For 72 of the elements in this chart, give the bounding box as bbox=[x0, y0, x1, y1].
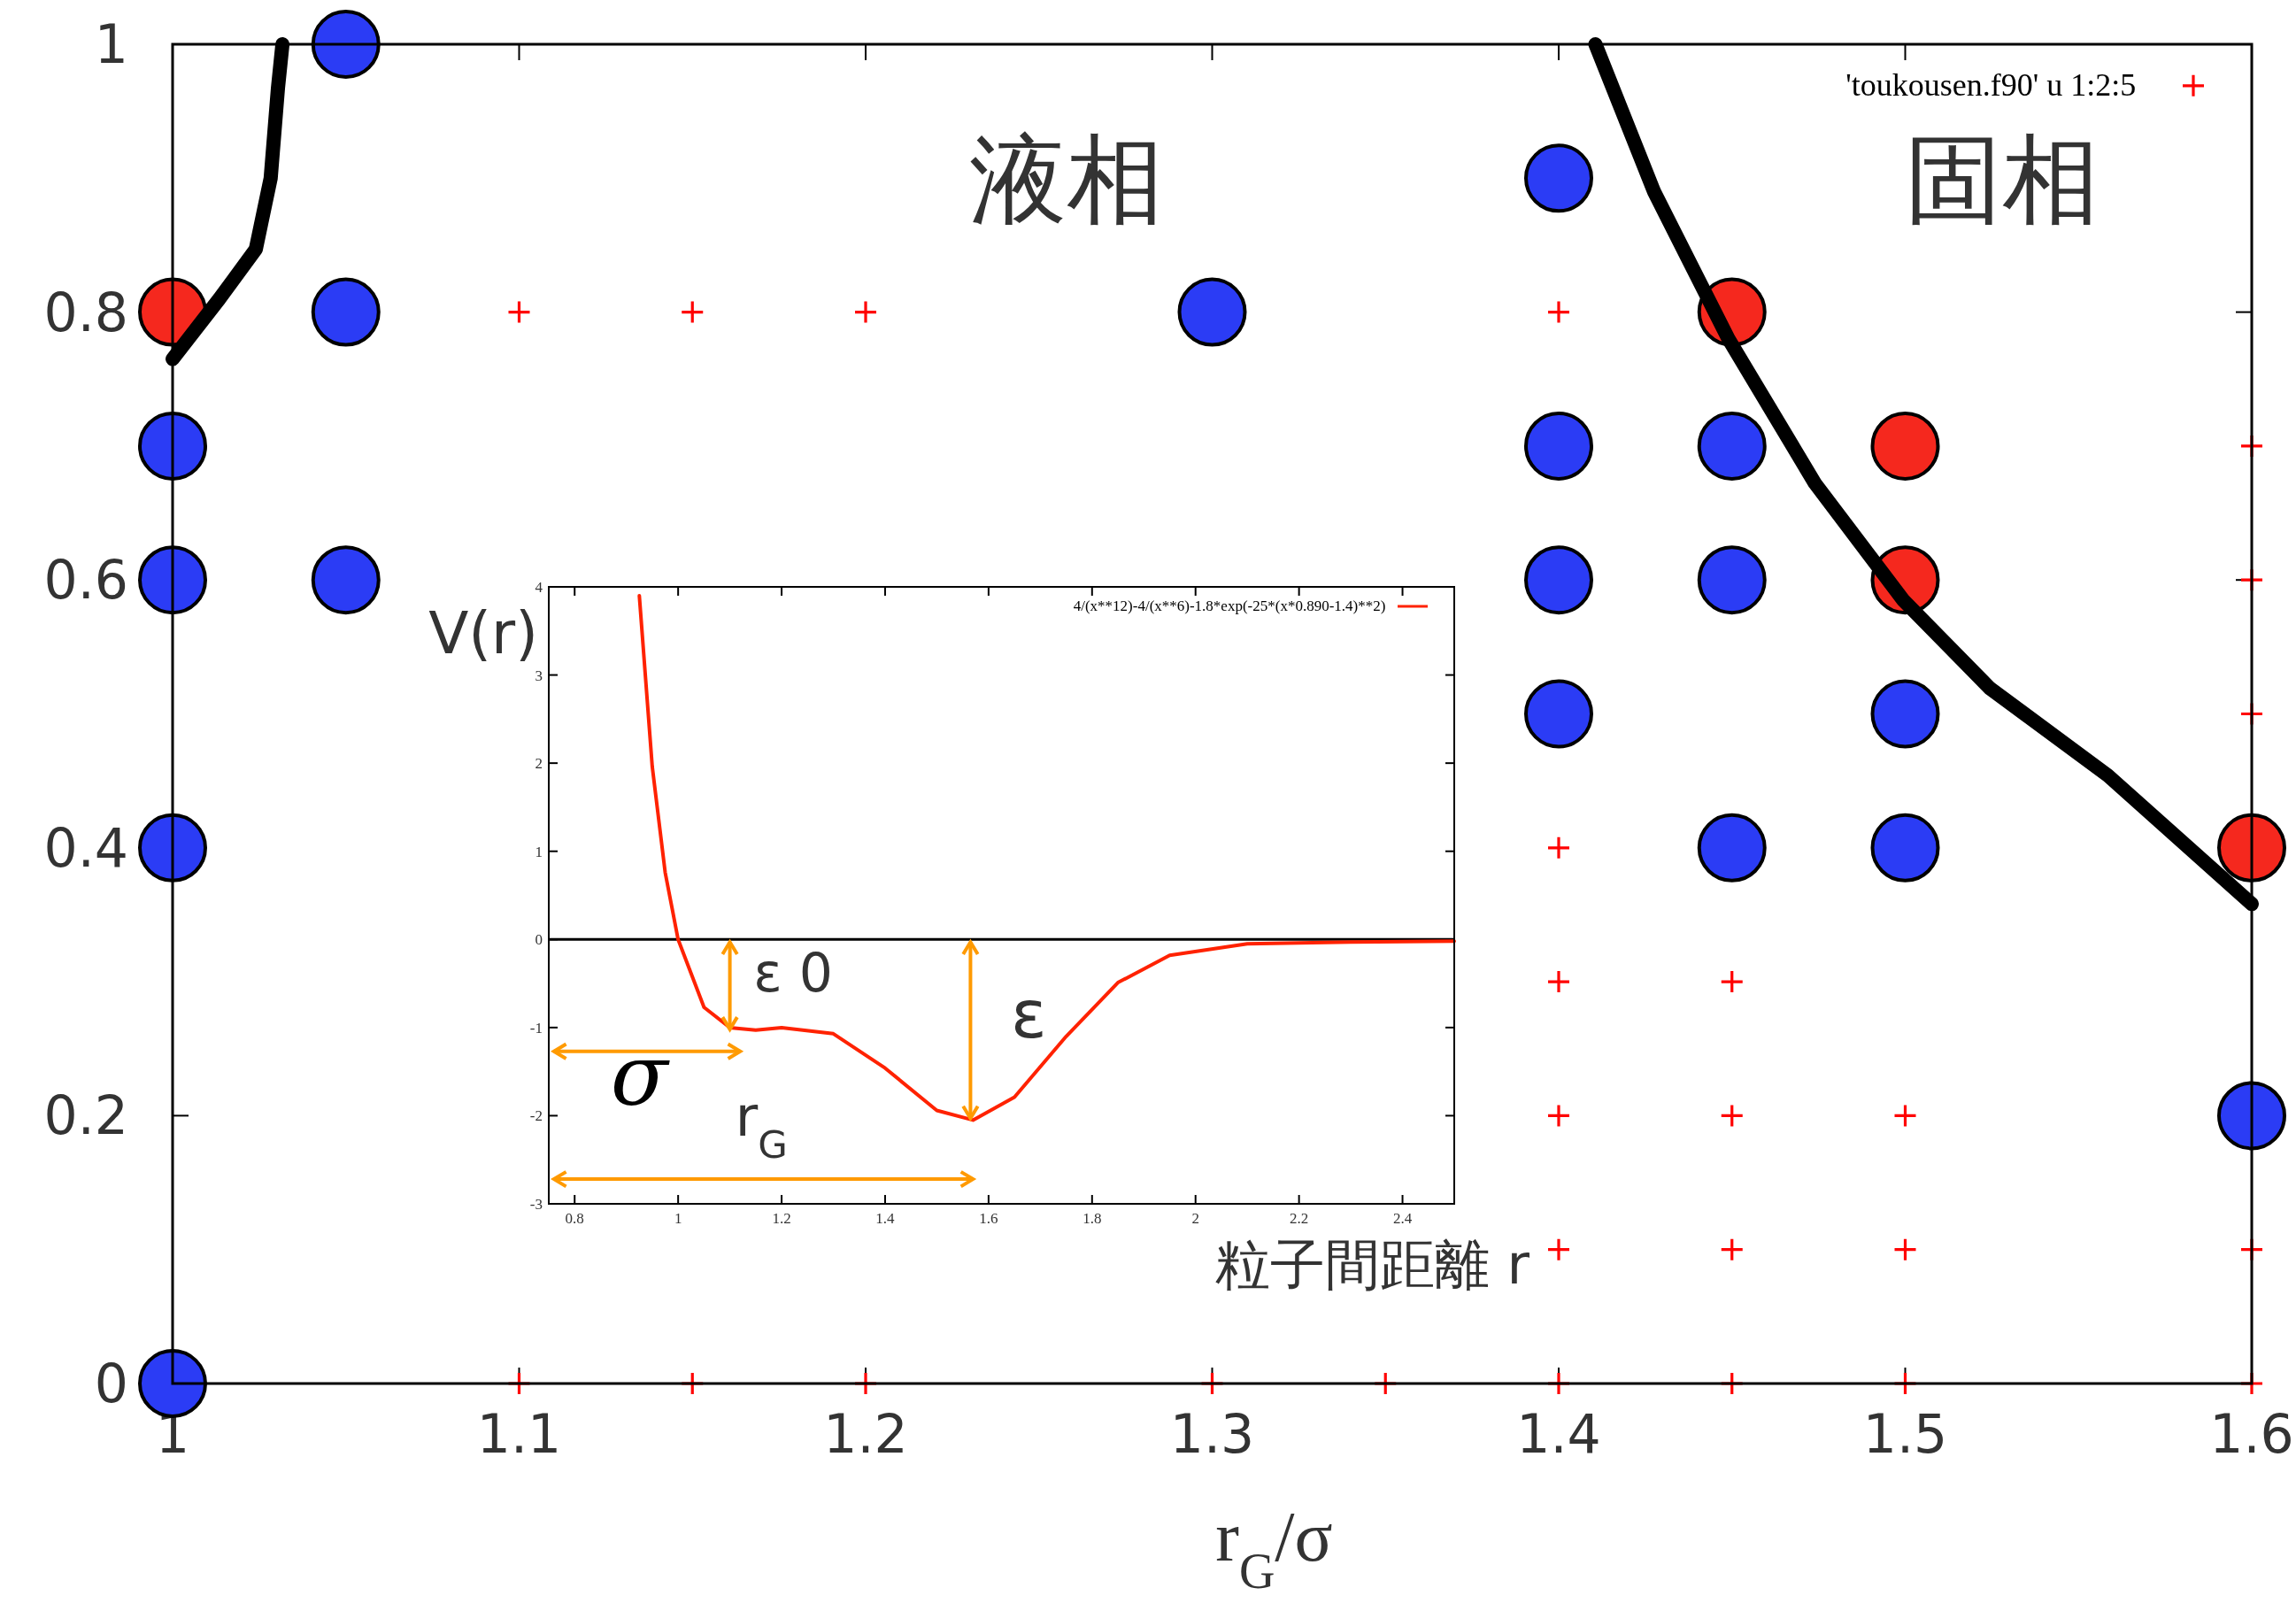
point bbox=[1870, 411, 1940, 481]
annotation: r$_{G}$ bbox=[735, 1084, 788, 1168]
y-tick-label: 0.2 bbox=[43, 1084, 128, 1147]
y-tick-label: 0.4 bbox=[43, 816, 128, 879]
point bbox=[1524, 411, 1593, 481]
annotation: 固相 bbox=[1905, 122, 2100, 236]
point bbox=[138, 545, 207, 615]
point bbox=[2217, 1081, 2286, 1151]
point bbox=[2217, 813, 2286, 883]
y-tick-label: -2 bbox=[529, 1107, 543, 1125]
point bbox=[682, 301, 704, 323]
x-tick-label: 1.6 bbox=[979, 1210, 998, 1228]
y-tick-label: -3 bbox=[529, 1195, 543, 1213]
point bbox=[311, 277, 381, 347]
point bbox=[1894, 1105, 1916, 1127]
y-tick-label: 1 bbox=[535, 843, 543, 860]
point bbox=[855, 301, 876, 323]
point bbox=[1548, 836, 1569, 859]
y-tick-label: 1 bbox=[94, 13, 128, 75]
x-tick-label: 1.3 bbox=[1169, 1403, 1255, 1465]
legend-label: 'toukousen.f90' u 1:2:5 bbox=[1845, 66, 2137, 103]
point bbox=[138, 813, 207, 883]
x-tick-label: 2.2 bbox=[1290, 1210, 1309, 1228]
x-tick-label: 1.4 bbox=[1516, 1403, 1601, 1465]
point bbox=[1721, 1238, 1743, 1260]
y-tick-label: 2 bbox=[535, 755, 543, 773]
point bbox=[311, 545, 381, 615]
x-tick-label: 0.8 bbox=[565, 1210, 584, 1228]
y-tick-label: 0 bbox=[535, 931, 543, 949]
point bbox=[1548, 1105, 1569, 1127]
point bbox=[1524, 545, 1593, 615]
point bbox=[1870, 813, 1940, 883]
x-axis-title: 粒子間距離 r bbox=[1214, 1232, 1530, 1297]
y-tick-label: 0 bbox=[94, 1353, 128, 1414]
x-axis-title: r$_{G}$/σ bbox=[1215, 1498, 1333, 1599]
point bbox=[1894, 1238, 1916, 1260]
point bbox=[1548, 1238, 1569, 1260]
y-tick-label: 0.8 bbox=[43, 281, 128, 343]
point bbox=[138, 411, 207, 481]
y-tick-label: -1 bbox=[529, 1019, 543, 1037]
point bbox=[1721, 971, 1743, 993]
point bbox=[1870, 679, 1940, 749]
point bbox=[1697, 411, 1767, 481]
x-tick-label: 1.8 bbox=[1083, 1210, 1102, 1228]
x-tick-label: 1.4 bbox=[875, 1210, 896, 1228]
point bbox=[508, 301, 530, 323]
point bbox=[1524, 143, 1593, 213]
point bbox=[1177, 277, 1247, 347]
point bbox=[1697, 813, 1767, 883]
point bbox=[311, 10, 381, 79]
annotation: ε bbox=[1010, 975, 1047, 1053]
annotation: 液相 bbox=[969, 122, 1165, 236]
point bbox=[1524, 679, 1593, 749]
x-tick-label: 1.6 bbox=[2209, 1403, 2294, 1465]
x-tick-label: 1.2 bbox=[772, 1210, 791, 1228]
x-tick-label: 1.2 bbox=[823, 1403, 908, 1465]
y-tick-label: 0.6 bbox=[43, 549, 128, 612]
x-tick-label: 2 bbox=[1191, 1210, 1199, 1228]
x-tick-label: 1 bbox=[674, 1210, 682, 1228]
y-axis-title: V(r) bbox=[428, 599, 538, 667]
x-tick-label: 1.5 bbox=[1862, 1403, 1948, 1465]
x-tick-label: 2.4 bbox=[1392, 1210, 1413, 1228]
point bbox=[1548, 971, 1569, 993]
point bbox=[1548, 301, 1569, 323]
point bbox=[1721, 1105, 1743, 1127]
y-tick-label: 3 bbox=[535, 667, 543, 684]
y-tick-label: 4 bbox=[535, 578, 543, 596]
legend-label: 4/(x**12)-4/(x**6)-1.8*exp(-25*(x*0.890-1.4)**2) bbox=[1073, 597, 1386, 615]
annotation: σ bbox=[610, 1027, 670, 1125]
x-tick-label: 1.1 bbox=[476, 1403, 562, 1465]
point bbox=[1697, 545, 1767, 615]
annotation: ε 0 bbox=[753, 941, 834, 1004]
